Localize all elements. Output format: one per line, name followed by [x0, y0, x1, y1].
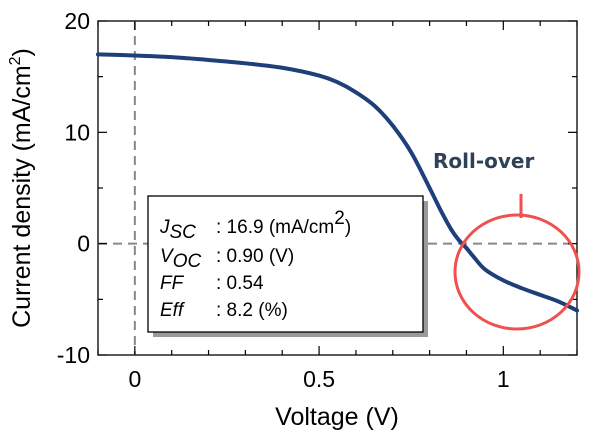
tick-marks [97, 20, 578, 356]
data-point [556, 299, 561, 304]
y-tick-label: -10 [57, 342, 90, 368]
eff-value: : 8.2 (%) [216, 300, 288, 321]
x-tick-label: 0 [128, 366, 141, 392]
y-tick-label: 20 [64, 8, 90, 34]
ff-row: FF : 0.54 [160, 273, 264, 294]
y-axis-title-close: ) [8, 48, 36, 56]
parameter-box-frame [147, 195, 424, 333]
eff-symbol: Eff [160, 300, 185, 321]
data-point [449, 228, 454, 233]
rollover-annotation: Roll-over [433, 149, 581, 331]
jsc-value-superscript: 2 [334, 208, 345, 229]
data-point [390, 123, 395, 128]
series-points [96, 52, 579, 313]
ff-value: : 0.54 [216, 273, 264, 294]
data-point [280, 65, 285, 70]
voc-row: VOC : 0.90 (V) [160, 246, 294, 272]
rollover-circle [453, 213, 581, 331]
data-point [206, 58, 211, 62]
jsc-value-close: ) [345, 217, 351, 238]
parameter-box: JSC : 16.9 (mA/cm2) VOC : 0.90 (V) FF : 0.5… [147, 195, 428, 337]
rollover-label: Roll-over [433, 149, 534, 173]
voc-subscript: OC [173, 251, 202, 272]
data-point [457, 238, 461, 243]
jsc-value: : 16.9 (mA/cm [216, 217, 334, 238]
data-point [169, 55, 174, 59]
data-point [472, 255, 476, 259]
data-point [438, 208, 443, 213]
jsc-row: JSC : 16.9 (mA/cm2) [159, 208, 351, 243]
jsc-symbol: J [159, 217, 170, 238]
data-point [464, 246, 469, 250]
voc-symbol: V [160, 246, 175, 267]
x-tick-label: 0.5 [303, 366, 335, 392]
data-point [519, 286, 524, 291]
y-tick-labels: 20 10 0 -10 [57, 8, 90, 368]
jsc-subscript: SC [170, 222, 197, 243]
y-axis-title-main: Current density (mA/cm [8, 65, 36, 328]
data-point [409, 150, 413, 155]
data-point [538, 293, 542, 297]
data-point [354, 90, 358, 95]
data-point [575, 308, 579, 313]
data-point [427, 186, 432, 190]
data-point [372, 103, 377, 108]
y-tick-label: 10 [64, 119, 90, 145]
data-point [96, 52, 100, 57]
data-point [483, 267, 487, 272]
data-point [243, 61, 248, 66]
y-axis-title: Current density (mA/cm2) [7, 48, 36, 328]
data-point [501, 278, 506, 283]
voc-value: : 0.90 (V) [216, 246, 294, 267]
ff-symbol: FF [160, 273, 185, 294]
y-tick-label: 0 [77, 231, 90, 257]
data-point [317, 73, 321, 78]
x-axis-title: Voltage (V) [275, 403, 399, 431]
x-tick-labels: 0 0.5 1 [128, 366, 509, 392]
x-tick-label: 1 [497, 366, 510, 392]
data-point [133, 53, 137, 58]
data-point [335, 80, 340, 85]
y-axis-title-superscript: 2 [7, 56, 24, 65]
eff-row: Eff : 8.2 (%) [160, 300, 288, 321]
